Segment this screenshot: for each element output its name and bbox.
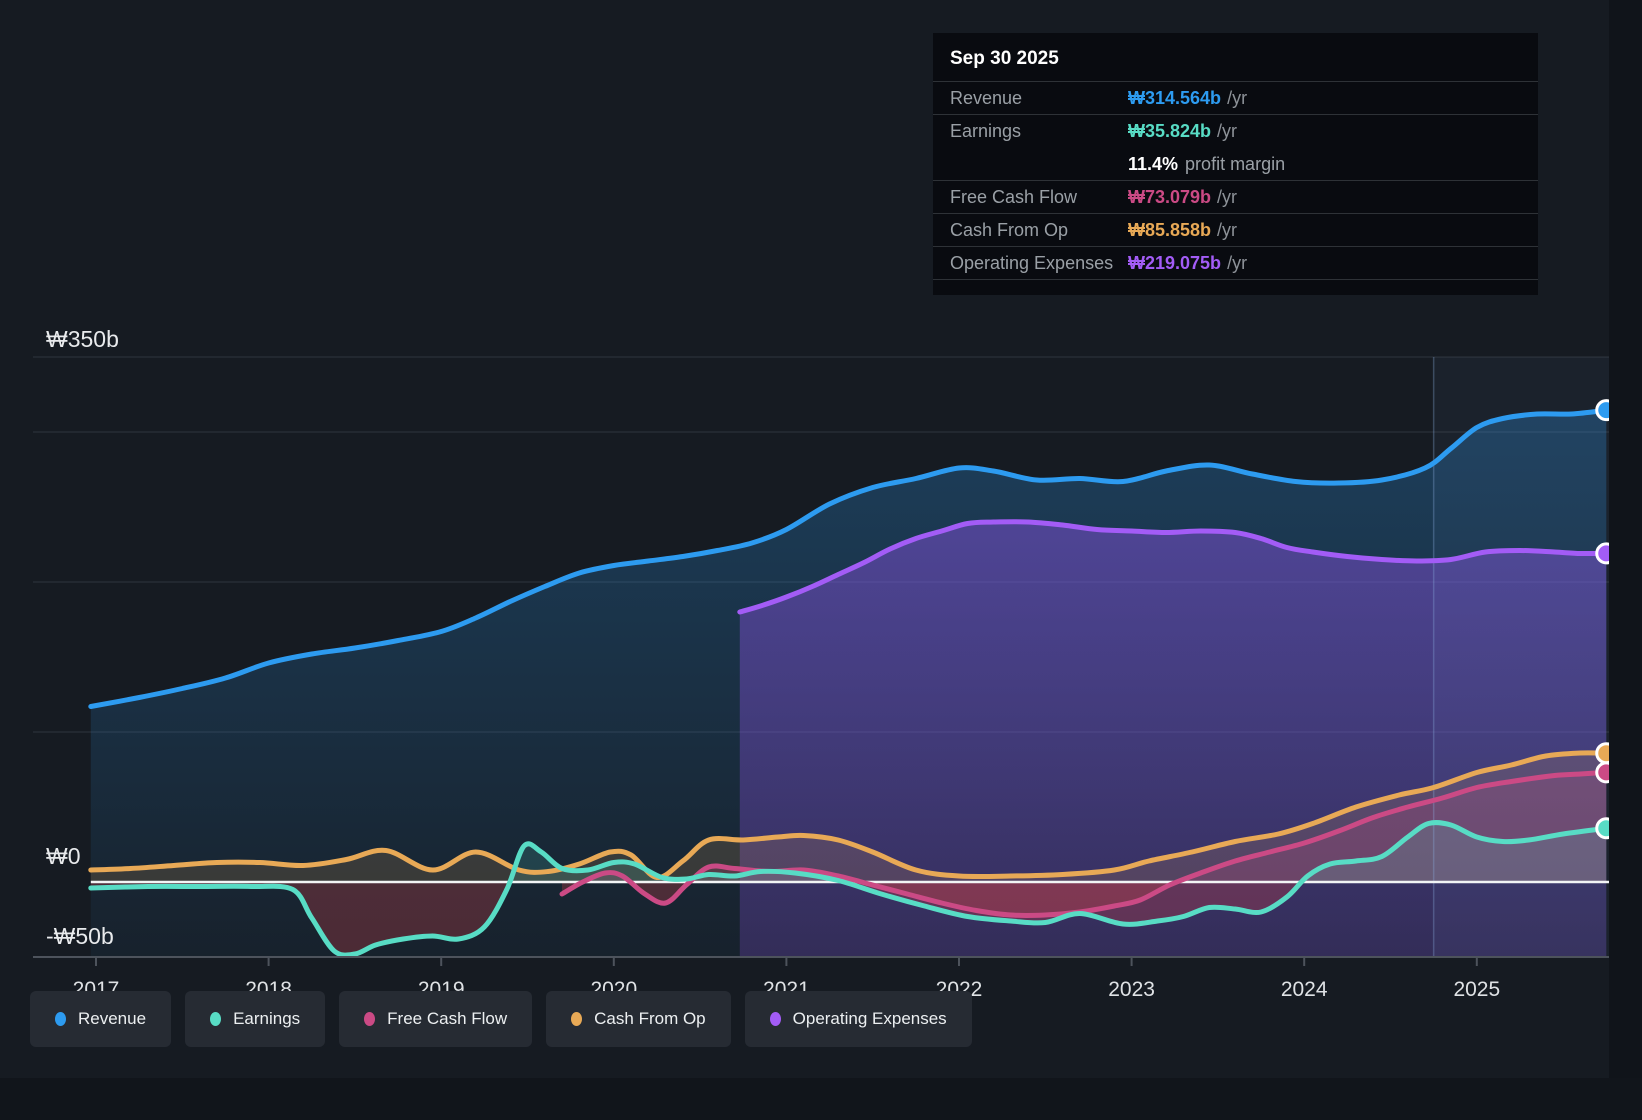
legend-label: Cash From Op bbox=[594, 1009, 705, 1029]
tooltip-value-suffix: /yr bbox=[1227, 253, 1247, 274]
tooltip-value: ₩314.564b bbox=[1128, 88, 1221, 109]
tooltip-value: ₩73.079b bbox=[1128, 187, 1211, 208]
tooltip-label: Operating Expenses bbox=[950, 253, 1128, 274]
legend-item-free-cash-flow[interactable]: Free Cash Flow bbox=[339, 991, 532, 1047]
tooltip-value: ₩219.075b bbox=[1128, 253, 1221, 274]
tooltip-row-earnings: Earnings ₩35.824b /yr bbox=[933, 115, 1538, 148]
legend-label: Free Cash Flow bbox=[387, 1009, 507, 1029]
last-12m-band bbox=[1434, 357, 1609, 957]
tooltip-value-suffix: /yr bbox=[1217, 220, 1237, 241]
x-tick-label: 2025 bbox=[1453, 978, 1500, 1001]
tooltip-value: ₩35.824b bbox=[1128, 121, 1211, 142]
chart-legend: Revenue Earnings Free Cash Flow Cash Fro… bbox=[30, 991, 972, 1047]
tooltip-value: ₩85.858b bbox=[1128, 220, 1211, 241]
legend-item-revenue[interactable]: Revenue bbox=[30, 991, 171, 1047]
legend-item-operating-expenses[interactable]: Operating Expenses bbox=[745, 991, 972, 1047]
financial-history-page: 201720182019202020212022202320242025₩350… bbox=[0, 0, 1642, 1120]
legend-label: Revenue bbox=[78, 1009, 146, 1029]
profit-margin-value: 11.4% bbox=[1128, 154, 1178, 175]
legend-item-earnings[interactable]: Earnings bbox=[185, 991, 325, 1047]
y-axis-label: -₩50b bbox=[46, 923, 114, 949]
free-cash-flow-dot-icon bbox=[364, 1012, 375, 1026]
profit-margin-label: profit margin bbox=[1185, 154, 1285, 175]
tooltip-row-revenue: Revenue ₩314.564b /yr bbox=[933, 82, 1538, 115]
page-bottom-strip bbox=[0, 1078, 1642, 1120]
tooltip-date: Sep 30 2025 bbox=[933, 33, 1538, 82]
tooltip-row-cash-from-op: Cash From Op ₩85.858b /yr bbox=[933, 214, 1538, 247]
tooltip-value-suffix: /yr bbox=[1227, 88, 1247, 109]
x-tick-label: 2023 bbox=[1108, 978, 1155, 1001]
legend-item-cash-from-op[interactable]: Cash From Op bbox=[546, 991, 730, 1047]
tooltip-value-suffix: /yr bbox=[1217, 187, 1237, 208]
plot-right-margin bbox=[1609, 0, 1642, 1120]
y-axis-label: ₩350b bbox=[46, 326, 119, 352]
tooltip-label: Revenue bbox=[950, 88, 1128, 109]
revenue-dot-icon bbox=[55, 1012, 66, 1026]
plot-area[interactable] bbox=[33, 357, 1616, 957]
cash-from-op-dot-icon bbox=[571, 1012, 582, 1026]
earnings-dot-icon bbox=[210, 1012, 221, 1026]
tooltip-row-operating-expenses: Operating Expenses ₩219.075b /yr bbox=[933, 247, 1538, 280]
y-axis-label: ₩0 bbox=[46, 843, 81, 869]
tooltip-row-free-cash-flow: Free Cash Flow ₩73.079b /yr bbox=[933, 181, 1538, 214]
chart-tooltip: Sep 30 2025 Revenue ₩314.564b /yr Earnin… bbox=[933, 33, 1538, 295]
operating-expenses-dot-icon bbox=[770, 1012, 781, 1026]
tooltip-label: Cash From Op bbox=[950, 220, 1128, 241]
tooltip-value-suffix: /yr bbox=[1217, 121, 1237, 142]
tooltip-label: Free Cash Flow bbox=[950, 187, 1128, 208]
tooltip-row-profit-margin: 11.4% profit margin bbox=[933, 148, 1538, 181]
x-tick-label: 2024 bbox=[1281, 978, 1328, 1001]
legend-label: Operating Expenses bbox=[793, 1009, 947, 1029]
tooltip-label: Earnings bbox=[950, 121, 1128, 142]
legend-label: Earnings bbox=[233, 1009, 300, 1029]
